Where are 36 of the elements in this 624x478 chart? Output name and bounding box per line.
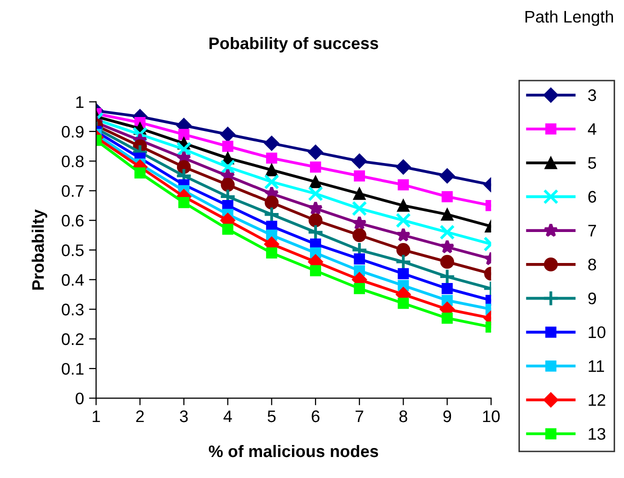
legend-label: 11 [588,360,604,372]
x-tick-label: 10 [483,410,500,422]
y-tick-label: 0 [76,392,84,404]
y-tick-label: 0.9 [62,126,84,138]
y-tick-label: 1 [76,96,84,108]
legend-label: 9 [588,292,596,304]
x-tick-label: 3 [180,410,188,422]
y-tick-label: 0.2 [62,333,84,346]
legend-label: 12 [588,394,606,406]
y-tick-label: 0.4 [62,274,84,286]
x-tick-label: 1 [92,410,100,422]
legend-label: 6 [588,190,596,203]
y-tick-label: 0.6 [62,214,84,227]
x-tick-label: 2 [136,410,144,422]
legend-label: 8 [588,258,596,270]
legend-label: 13 [588,428,606,440]
y-tick-label: 0.3 [62,304,84,316]
x-tick-label: 7 [356,410,364,422]
y-tick-label: 0.1 [62,362,84,375]
legend-label: 10 [588,326,606,338]
x-tick-label: 8 [399,410,408,422]
chart-title: Pobability of success [210,36,378,52]
y-axis-title: Probabilty [32,209,48,290]
x-tick-label: 9 [443,410,452,422]
x-tick-label: 6 [312,410,320,422]
y-tick-label: 0.7 [62,185,84,197]
legend-label: 3 [588,89,596,102]
legend-label: 7 [588,224,596,236]
legend-label: 4 [588,123,596,135]
legend-title: Path Length [526,10,613,26]
x-tick-label: 4 [224,410,232,422]
y-tick-label: 0.8 [62,155,84,168]
x-tick-label: 5 [268,410,276,422]
x-axis-title: % of malicious nodes [208,444,378,458]
y-tick-label: 0.5 [62,244,84,256]
legend-label: 5 [588,157,596,169]
